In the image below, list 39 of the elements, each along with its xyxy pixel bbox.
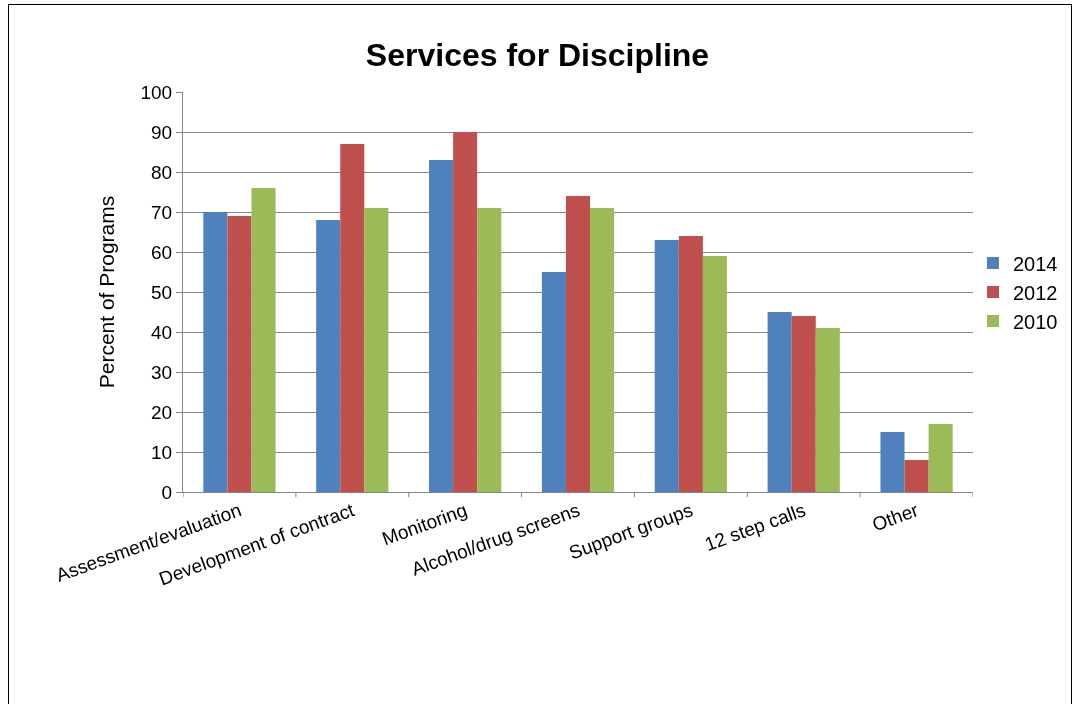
y-tick-label: 30 — [151, 361, 173, 383]
y-tick-label: 100 — [140, 81, 173, 103]
x-tick-label: 12 step calls — [701, 499, 809, 556]
y-tick-label: 70 — [151, 201, 173, 223]
bar — [590, 208, 615, 492]
y-tick-label: 90 — [151, 121, 173, 143]
bar — [316, 220, 341, 492]
y-tick-label: 40 — [151, 321, 173, 343]
bar — [364, 208, 389, 492]
y-tick-label: 80 — [151, 161, 173, 183]
bar — [678, 236, 703, 492]
bar — [702, 256, 727, 492]
chart-title: Services for Discipline — [365, 37, 710, 74]
bar — [880, 432, 905, 492]
bar — [654, 240, 679, 492]
bar — [904, 460, 929, 492]
legend-label: 2012 — [1013, 281, 1058, 304]
legend-label: 2014 — [1013, 252, 1058, 275]
bar — [791, 316, 816, 492]
y-tick-label: 20 — [151, 401, 173, 423]
bar — [541, 272, 566, 492]
x-tick-label: Other — [869, 499, 922, 536]
bar — [477, 208, 502, 492]
bar — [767, 312, 792, 492]
bar — [429, 160, 454, 492]
legend-label: 2010 — [1013, 310, 1058, 333]
bar — [928, 424, 953, 492]
bar — [251, 188, 276, 492]
bar — [815, 328, 840, 492]
bar — [340, 144, 365, 492]
y-axis-title: Percent of Programs — [94, 195, 118, 389]
y-tick-label: 10 — [151, 441, 173, 463]
y-tick-label: 0 — [161, 481, 173, 503]
y-tick-label: 50 — [151, 281, 173, 303]
bar — [203, 212, 228, 492]
bar — [227, 216, 252, 492]
bar — [565, 196, 591, 492]
bar — [453, 132, 478, 492]
y-tick-label: 60 — [151, 241, 173, 263]
